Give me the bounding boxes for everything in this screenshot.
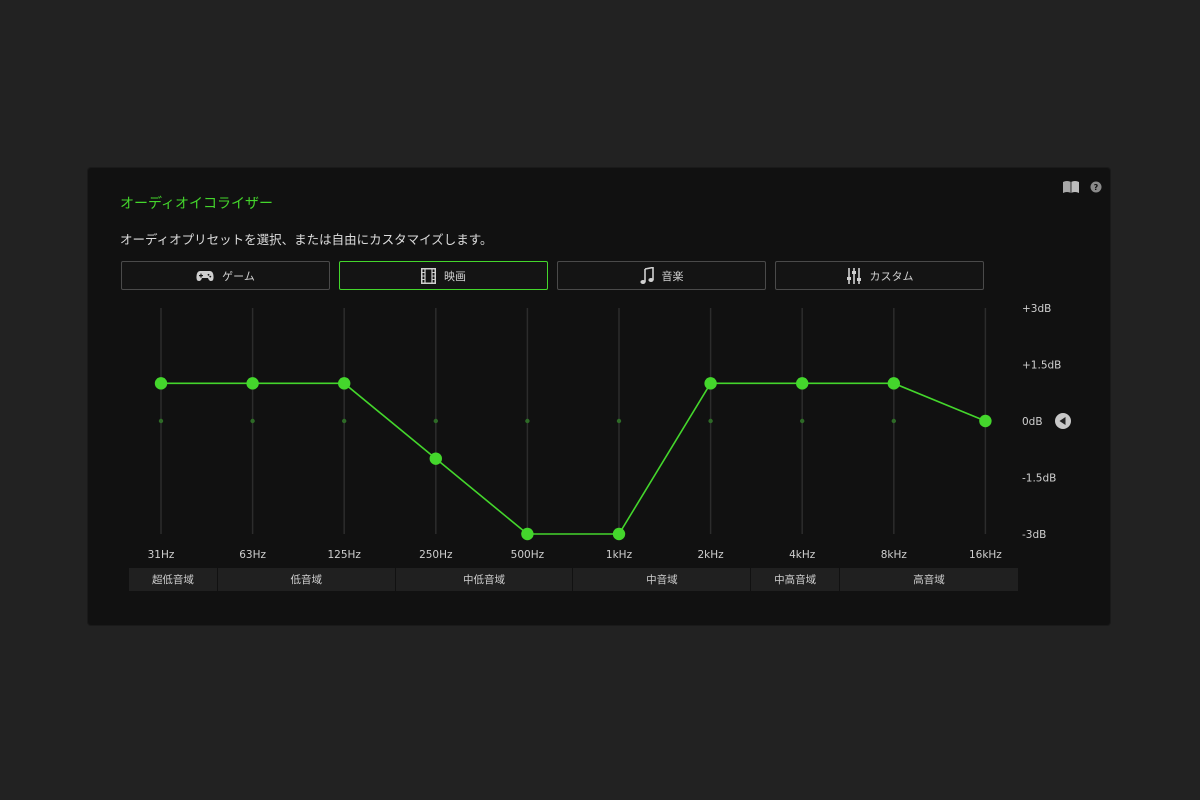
preset-custom-button[interactable]: カスタム [775, 261, 984, 290]
band-label: 超低音域 [129, 568, 218, 591]
db-tick-label: 0dB [1022, 416, 1043, 428]
equalizer-panel: ? オーディオイコライザー オーディオプリセットを選択、または自由にカスタマイズ… [88, 168, 1110, 625]
slider-handle-125Hz[interactable] [338, 377, 351, 390]
book-icon[interactable] [1062, 180, 1080, 194]
panel-description: オーディオプリセットを選択、または自由にカスタマイズします。 [120, 232, 493, 247]
slider-handle-1kHz[interactable] [612, 527, 626, 541]
db-tick-label: +3dB [1022, 303, 1051, 315]
zero-marker [158, 418, 164, 424]
slider-handle-500Hz[interactable] [521, 527, 534, 541]
help-icon[interactable]: ? [1090, 181, 1102, 193]
band-label: 中音域 [573, 568, 752, 591]
freq-label: 500Hz [511, 549, 545, 561]
slider-handle-8kHz[interactable] [887, 377, 900, 390]
freq-label: 31Hz [148, 549, 175, 561]
preset-movie-button[interactable]: 映画 [339, 261, 548, 290]
sliders-icon [846, 267, 862, 285]
band-label: 低音域 [217, 568, 396, 591]
zero-marker [250, 418, 255, 424]
freq-label: 125Hz [327, 549, 361, 561]
band-label: 中低音域 [395, 568, 574, 591]
zero-marker [433, 418, 438, 424]
db-tick-label: -3dB [1022, 529, 1046, 541]
freq-label: 250Hz [419, 549, 453, 561]
gamepad-icon [196, 270, 214, 282]
preset-buttons: ゲーム 映画 [121, 261, 984, 290]
film-icon [421, 267, 436, 284]
eq-graph: 31Hz 63Hz 125Hz 250Hz 500Hz 1kHz 2kHz 4kHz 8kHz 1… [148, 303, 1071, 561]
panel-title: オーディオイコライザー [120, 196, 274, 212]
freq-label: 2kHz [698, 549, 725, 561]
slider-handle-2kHz[interactable] [704, 377, 717, 390]
preset-custom-label: カスタム [869, 269, 914, 283]
zero-marker [525, 418, 530, 424]
slider-handle-16kHz[interactable] [979, 414, 992, 428]
zero-marker [342, 418, 347, 424]
db-tick-label: +1.5dB [1022, 360, 1061, 372]
preset-game-label: ゲーム [222, 269, 255, 283]
freq-label: 8kHz [881, 549, 908, 561]
freq-label: 63Hz [239, 549, 266, 561]
freq-label: 1kHz [606, 549, 633, 561]
eq-curve [161, 382, 986, 535]
preset-music-label: 音楽 [661, 269, 684, 283]
preset-movie-label: 映画 [444, 269, 466, 283]
slider-handle-4kHz[interactable] [796, 377, 809, 390]
triangle-left-icon [1059, 417, 1066, 425]
svg-text:?: ? [1094, 183, 1099, 192]
zero-marker [708, 418, 713, 424]
zero-marker [616, 418, 622, 424]
freq-label: 16kHz [969, 549, 1002, 561]
band-label: 中高音域 [751, 568, 841, 591]
band-label: 高音域 [840, 568, 1018, 591]
panel-top-icons: ? [1062, 180, 1102, 194]
preset-game-button[interactable]: ゲーム [121, 261, 330, 290]
db-tick-label: -1.5dB [1022, 473, 1056, 485]
slider-handle-31Hz[interactable] [154, 377, 168, 390]
slider-handle-250Hz[interactable] [429, 452, 442, 465]
music-note-icon [639, 266, 654, 285]
zero-marker [891, 418, 896, 424]
zero-marker [800, 418, 805, 424]
frequency-band-labels: 超低音域 低音域 中低音域 中音域 中高音域 高音域 [129, 568, 1018, 591]
reset-to-zero-button[interactable] [1055, 413, 1071, 429]
preset-music-button[interactable]: 音楽 [557, 261, 766, 290]
freq-label: 4kHz [789, 549, 816, 561]
slider-handle-63Hz[interactable] [246, 377, 259, 390]
